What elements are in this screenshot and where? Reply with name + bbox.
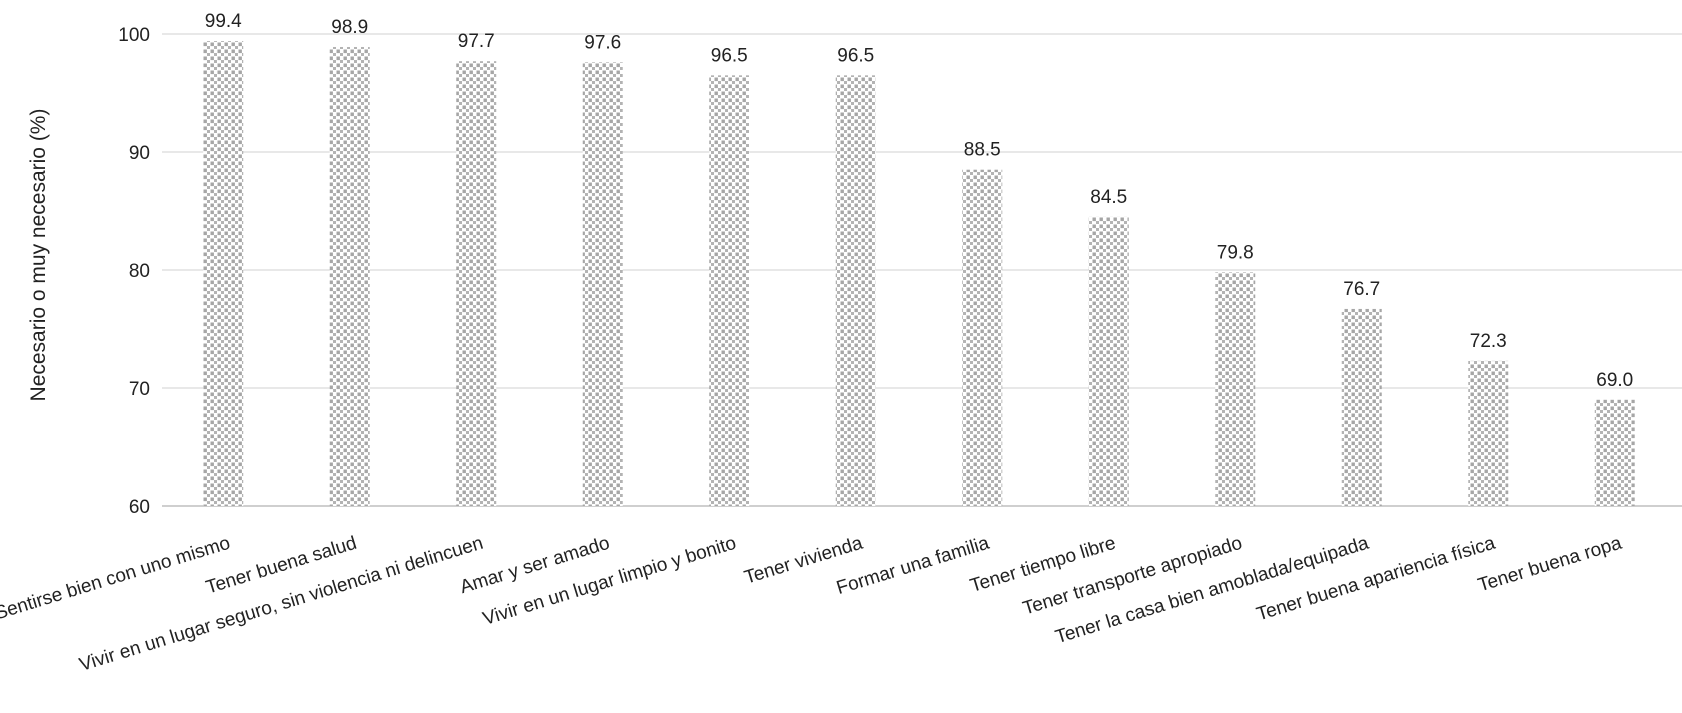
- data-label: 97.7: [458, 31, 495, 52]
- y-tick-label: 100: [118, 25, 150, 46]
- bar: [1468, 360, 1509, 506]
- y-tick-label: 60: [129, 497, 150, 518]
- bar: [1341, 308, 1382, 506]
- bar: [203, 41, 244, 507]
- x-tick-label: Tener buena apariencia física: [1254, 533, 1498, 626]
- y-tick-label: 80: [129, 261, 150, 282]
- data-label: 99.4: [205, 11, 242, 32]
- data-label: 69.0: [1596, 370, 1633, 391]
- data-label: 84.5: [1090, 187, 1127, 208]
- data-label: 96.5: [711, 45, 748, 66]
- data-label: 72.3: [1470, 331, 1507, 352]
- x-tick-label: Tener buena ropa: [1476, 533, 1625, 597]
- bar: [709, 75, 750, 507]
- bar: [835, 75, 876, 507]
- x-tick-label: Sentirse bien con uno mismo: [0, 533, 233, 625]
- bar: [329, 46, 370, 506]
- data-label: 96.5: [837, 45, 874, 66]
- y-axis-ticks: 60 70 80 90 100: [118, 25, 150, 518]
- y-tick-label: 70: [129, 379, 150, 400]
- bar: [456, 61, 497, 506]
- data-labels: 99.4 98.9 97.7 97.6 96.5 96.5 88.5 84.5 79.8 76.7…: [205, 11, 1633, 391]
- bar: [1088, 216, 1129, 506]
- y-axis-label: Necesario o muy necesario (%): [27, 109, 50, 402]
- data-label: 97.6: [584, 32, 621, 53]
- data-label: 76.7: [1343, 279, 1380, 300]
- data-label: 98.9: [331, 17, 368, 38]
- bar: [1215, 272, 1256, 506]
- data-label: 88.5: [964, 140, 1001, 161]
- bar: [962, 169, 1003, 506]
- data-label: 79.8: [1217, 242, 1254, 263]
- y-tick-label: 90: [129, 143, 150, 164]
- gridlines: [162, 33, 1682, 507]
- bar: [582, 62, 623, 506]
- bar: [1594, 399, 1635, 506]
- bars: [203, 41, 1635, 507]
